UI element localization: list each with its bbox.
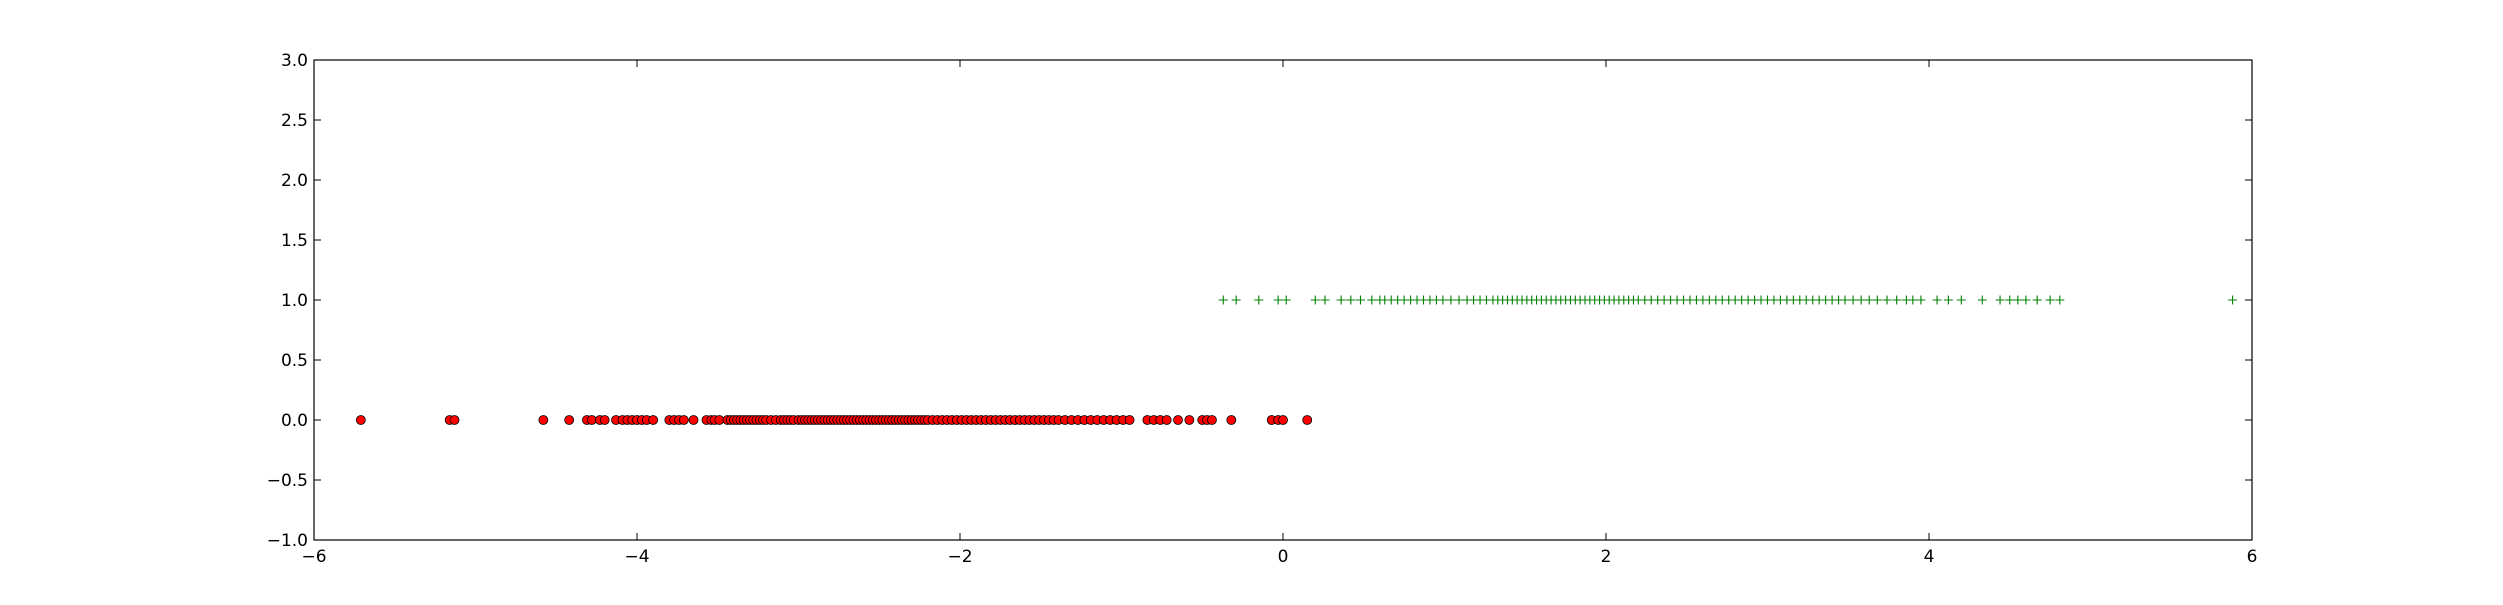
data-point: [1218, 295, 1228, 305]
x-tick-label: −6: [301, 547, 326, 567]
y-tick-label: 1.0: [281, 291, 308, 311]
data-point: [1856, 295, 1866, 305]
data-point: [355, 415, 366, 425]
y-tick-label: 1.5: [281, 231, 308, 251]
data-point: [1161, 415, 1172, 425]
data-point: [2228, 295, 2238, 305]
data-point: [1124, 415, 1135, 425]
data-point: [678, 415, 689, 425]
data-point: [1336, 295, 1346, 305]
data-point: [1864, 295, 1874, 305]
data-point: [1254, 295, 1264, 305]
x-tick-label: 2: [1601, 547, 1612, 567]
data-point: [2021, 295, 2031, 305]
data-point: [1454, 295, 1464, 305]
series-1: [1218, 295, 2238, 305]
y-tick-label: 3.0: [281, 51, 308, 71]
data-point: [1977, 295, 1987, 305]
data-point: [1872, 295, 1882, 305]
data-point: [449, 415, 460, 425]
axes-layer: −6 −4 −2 0 2 4 6 −1.0 −0.5 0.0 0.5 1.0 1.5 2.0 2.5 3.0: [267, 51, 2258, 567]
data-point: [1848, 295, 1858, 305]
data-point: [1916, 295, 1926, 305]
data-point: [1302, 415, 1313, 425]
data-point: [1882, 295, 1892, 305]
x-tick-label: −2: [947, 547, 972, 567]
data-point: [564, 415, 575, 425]
data-point: [1932, 295, 1942, 305]
data-point: [1943, 295, 1953, 305]
data-point: [2045, 295, 2055, 305]
y-tick-label: −1.0: [267, 531, 308, 551]
data-point: [1310, 295, 1320, 305]
series-0: [355, 415, 1313, 425]
y-tick-label: −0.5: [267, 471, 308, 491]
data-point: [1908, 295, 1918, 305]
x-tick-label: −4: [624, 547, 649, 567]
data-point: [1367, 295, 1377, 305]
data-point: [2005, 295, 2015, 305]
data-point: [1226, 415, 1237, 425]
data-point: [1231, 295, 1241, 305]
data-point: [586, 415, 597, 425]
y-tick-label: 0.5: [281, 351, 308, 371]
x-tick-label: 6: [2247, 547, 2258, 567]
data-point: [688, 415, 699, 425]
data-point: [648, 415, 659, 425]
data-point: [1438, 295, 1448, 305]
data-point: [2055, 295, 2065, 305]
y-tick-label: 2.0: [281, 171, 308, 191]
data-point: [1356, 295, 1366, 305]
data-point: [1173, 415, 1183, 425]
data-point: [1184, 415, 1195, 425]
data-point: [1278, 415, 1288, 425]
data-point: [599, 415, 610, 425]
data-point: [1892, 295, 1902, 305]
series-layer: [355, 295, 2238, 425]
data-point: [1207, 415, 1217, 425]
data-point: [1995, 295, 2005, 305]
data-point: [1320, 295, 1330, 305]
data-point: [1840, 295, 1850, 305]
x-tick-label: 0: [1278, 547, 1289, 567]
data-point: [1346, 295, 1356, 305]
y-tick-label: 0.0: [281, 411, 308, 431]
data-point: [538, 415, 549, 425]
y-tick-label: 2.5: [281, 111, 308, 131]
data-point: [1446, 295, 1456, 305]
data-point: [1273, 295, 1283, 305]
data-point: [2032, 295, 2042, 305]
data-point: [1281, 295, 1291, 305]
x-tick-label: 4: [1924, 547, 1935, 567]
data-point: [714, 415, 725, 425]
data-point: [2013, 295, 2023, 305]
data-point: [1956, 295, 1966, 305]
